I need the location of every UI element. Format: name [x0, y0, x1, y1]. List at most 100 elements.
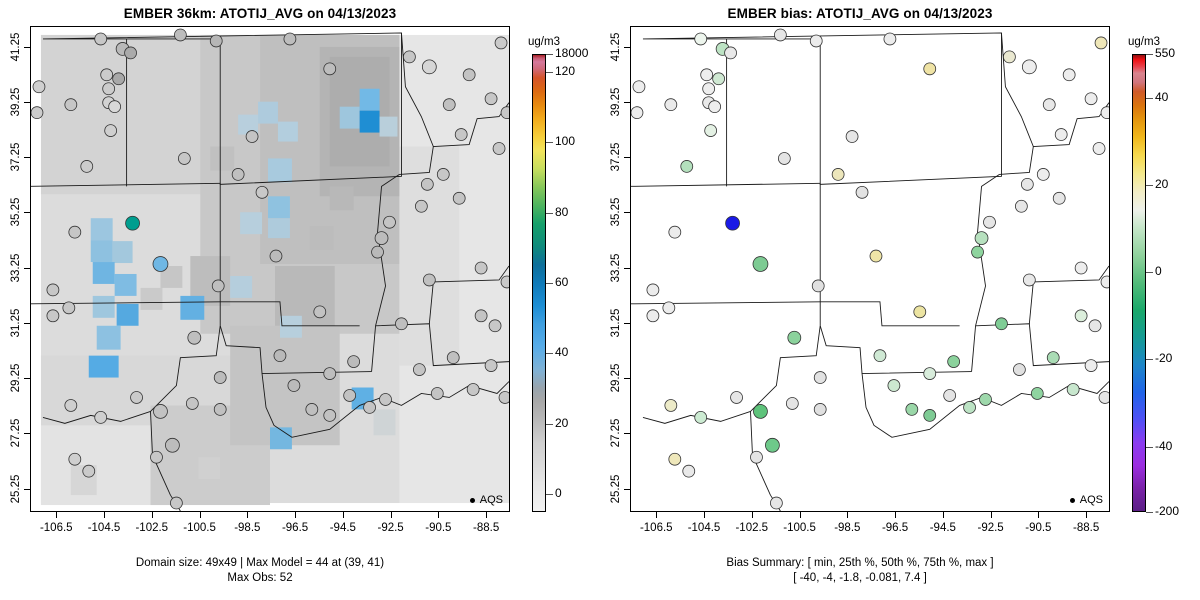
model-map-clip — [31, 27, 509, 511]
y-tick-label: 31.25 — [610, 308, 622, 338]
y-tick-label: 25.25 — [10, 474, 22, 503]
model-obs-markers — [31, 28, 509, 510]
x-tick-mark — [1086, 512, 1088, 518]
x-tick-label: -100.5 — [183, 522, 216, 534]
colorbar-tick-mark — [546, 494, 553, 496]
y-tick-mark — [24, 267, 30, 269]
colorbar-tick-label: 20 — [1155, 176, 1169, 191]
colorbar-tick-mark — [546, 423, 553, 425]
y-tick-label: 25.25 — [610, 474, 622, 503]
y-tick-mark — [624, 433, 630, 435]
y-tick-mark — [624, 378, 630, 380]
model-colorbar-units: ug/m3 — [528, 36, 560, 48]
bias-caption-line1: Bias Summary: [ min, 25th %, 50th %, 75t… — [726, 557, 994, 569]
aqs-legend-label: AQS — [1079, 494, 1103, 506]
x-tick-mark — [390, 512, 392, 518]
model-colorbar-gradient — [532, 54, 546, 512]
y-tick-label: 33.25 — [610, 253, 622, 282]
x-tick-mark — [342, 512, 344, 518]
y-tick-mark — [24, 378, 30, 380]
y-tick-label: 35.25 — [10, 198, 22, 227]
aqs-dot-icon — [1069, 497, 1075, 503]
x-tick-mark — [199, 512, 201, 518]
y-tick-mark — [624, 322, 630, 324]
model-caption-line2: Max Obs: 52 — [227, 572, 293, 584]
colorbar-tick-mark — [546, 54, 553, 55]
x-tick-mark — [704, 512, 706, 518]
y-tick-mark — [24, 433, 30, 435]
y-tick-mark — [24, 46, 30, 48]
bias-caption-line2: [ -40, -4, -1.8, -0.081, 7.4 ] — [793, 572, 927, 584]
x-tick-mark — [438, 512, 440, 518]
colorbar-tick-label: 18000 — [555, 46, 589, 60]
colorbar-tick-mark — [546, 353, 553, 355]
y-tick-mark — [624, 157, 630, 159]
x-tick-label: -104.5 — [687, 522, 721, 534]
x-tick-label: -102.5 — [135, 522, 169, 534]
y-tick-label: 27.25 — [10, 418, 22, 448]
colorbar-tick-mark — [546, 142, 553, 144]
y-tick-label: 41.25 — [10, 32, 22, 62]
bias-colorbar-units: ug/m3 — [1128, 36, 1160, 48]
model-colorbar: ug/m3 18000 120 100 80 60 40 20 0 — [520, 26, 600, 512]
model-map-svg — [31, 28, 509, 511]
colorbar-tick-mark — [1146, 54, 1153, 55]
x-tick-label: -90.5 — [425, 522, 452, 534]
colorbar-tick-label: 120 — [555, 63, 576, 78]
y-tick-mark — [624, 101, 630, 103]
x-tick-mark — [799, 512, 801, 518]
colorbar-tick-label: 60 — [555, 275, 569, 289]
colorbar-tick-label: 40 — [555, 345, 569, 360]
x-tick-label: -94.5 — [329, 522, 356, 534]
x-tick-mark — [751, 512, 753, 518]
colorbar-tick-mark — [1146, 359, 1153, 361]
colorbar-tick-label: 100 — [555, 134, 576, 149]
y-tick-label: 31.25 — [10, 308, 22, 338]
bias-colorbar: ug/m3 550 40 20 0 -20 -40 -200 — [1120, 26, 1200, 518]
y-tick-label: 29.25 — [610, 363, 622, 393]
colorbar-tick-mark — [1146, 184, 1153, 186]
y-tick-mark — [24, 212, 30, 214]
model-caption-line1: Domain size: 49x49 | Max Model = 44 at (… — [135, 557, 385, 569]
y-tick-label: 41.25 — [610, 32, 622, 62]
x-tick-mark — [656, 512, 658, 518]
y-tick-mark — [624, 46, 630, 48]
x-tick-mark — [56, 512, 58, 518]
colorbar-tick-label: 0 — [1155, 264, 1162, 279]
y-tick-label: 39.25 — [10, 87, 22, 117]
y-tick-mark — [24, 157, 30, 159]
colorbar-tick-label: 550 — [1155, 46, 1176, 60]
x-tick-mark — [486, 512, 488, 518]
bias-caption: Bias Summary: [ min, 25th %, 50th %, 75t… — [600, 556, 1120, 586]
x-tick-label: -106.5 — [639, 522, 673, 534]
x-tick-label: -98.5 — [234, 522, 261, 534]
colorbar-tick-mark — [1146, 446, 1153, 448]
x-tick-label: -90.5 — [1025, 522, 1052, 534]
colorbar-tick-mark — [1146, 512, 1153, 513]
x-tick-label: -104.5 — [87, 522, 121, 534]
bias-legend-aqs: AQS — [1069, 494, 1103, 506]
model-legend-aqs: AQS — [469, 494, 503, 506]
panel-bias-title: EMBER bias: ATOTIJ_AVG on 04/13/2023 — [727, 6, 993, 21]
x-tick-mark — [295, 512, 297, 518]
y-tick-label: 27.25 — [610, 418, 622, 448]
y-tick-label: 35.25 — [610, 198, 622, 227]
colorbar-tick-label: 20 — [555, 415, 569, 430]
colorbar-tick-label: -40 — [1155, 438, 1173, 453]
x-tick-label: -92.5 — [977, 522, 1004, 534]
colorbar-tick-label: -200 — [1155, 504, 1180, 518]
colorbar-tick-label: 80 — [555, 204, 569, 219]
panel-bias-plot-area: AQS — [630, 26, 1110, 512]
x-tick-mark — [942, 512, 944, 518]
aqs-dot-icon — [469, 497, 475, 503]
colorbar-tick-mark — [546, 71, 553, 73]
x-tick-label: -106.5 — [39, 522, 73, 534]
x-tick-label: -96.5 — [281, 522, 309, 534]
panel-model: EMBER 36km: ATOTIJ_AVG on 04/13/2023 — [10, 6, 600, 584]
x-tick-label: -96.5 — [881, 522, 909, 534]
colorbar-tick-label: 0 — [555, 486, 562, 501]
bias-colorbar-gradient — [1132, 54, 1146, 512]
x-tick-label: -98.5 — [834, 522, 861, 534]
x-tick-mark — [1038, 512, 1040, 518]
y-tick-mark — [624, 212, 630, 214]
